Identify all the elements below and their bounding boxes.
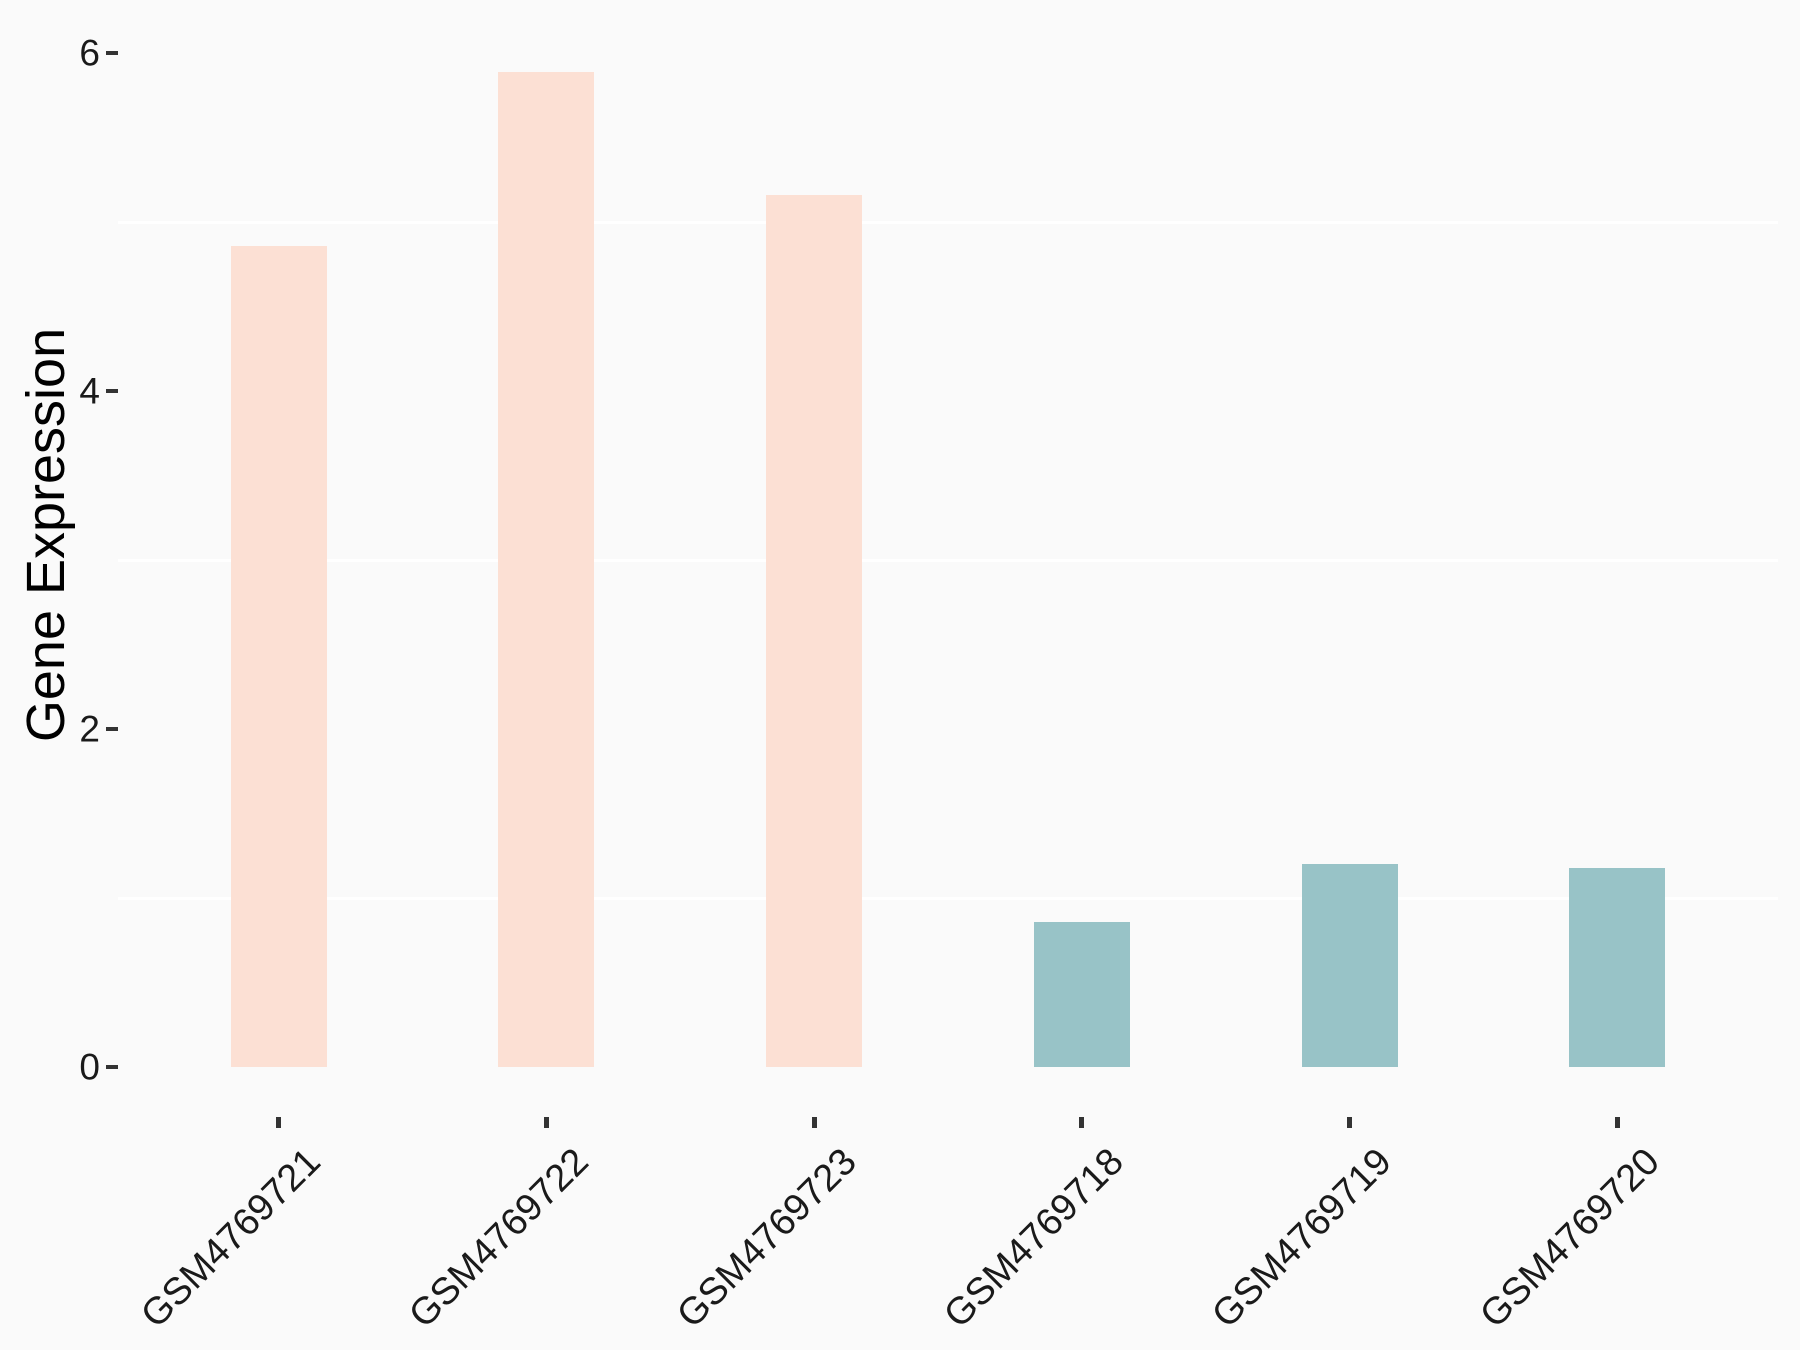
y-tick-mark-6 xyxy=(106,51,118,55)
x-tick-mark-GSM4769720 xyxy=(1615,1117,1620,1128)
x-tick-mark-GSM4769718 xyxy=(1079,1117,1084,1128)
x-tick-mark-GSM4769721 xyxy=(276,1117,281,1128)
x-tick-label-GSM4769723: GSM4769723 xyxy=(668,1140,865,1337)
x-tick-label-GSM4769720: GSM4769720 xyxy=(1472,1140,1668,1337)
minor-gridline-y1 xyxy=(118,897,1778,900)
x-tick-mark-GSM4769719 xyxy=(1347,1117,1352,1128)
x-tick-label-GSM4769721: GSM4769721 xyxy=(133,1140,329,1337)
minor-gridline-y5 xyxy=(118,221,1778,224)
bar-GSM4769723 xyxy=(766,195,862,1067)
y-tick-label-4: 4 xyxy=(79,370,100,412)
x-tick-label-GSM4769719: GSM4769719 xyxy=(1204,1140,1400,1337)
bar-GSM4769720 xyxy=(1569,868,1665,1067)
y-axis-title: Gene Expression xyxy=(16,327,76,743)
y-tick-label-6: 6 xyxy=(79,32,100,74)
x-tick-mark-GSM4769722 xyxy=(544,1117,549,1128)
bar-GSM4769719 xyxy=(1302,864,1398,1067)
x-tick-label-GSM4769722: GSM4769722 xyxy=(401,1140,597,1337)
y-tick-mark-2 xyxy=(106,727,118,731)
x-tick-mark-GSM4769723 xyxy=(812,1117,817,1128)
y-tick-label-2: 2 xyxy=(79,708,100,750)
bar-GSM4769721 xyxy=(231,246,327,1067)
minor-gridline-y3 xyxy=(118,559,1778,562)
bar-GSM4769718 xyxy=(1034,922,1130,1067)
y-tick-mark-4 xyxy=(106,389,118,393)
bar-GSM4769722 xyxy=(498,72,594,1067)
y-tick-label-0: 0 xyxy=(79,1046,100,1088)
y-tick-mark-0 xyxy=(106,1065,118,1069)
x-tick-label-GSM4769718: GSM4769718 xyxy=(936,1140,1133,1337)
